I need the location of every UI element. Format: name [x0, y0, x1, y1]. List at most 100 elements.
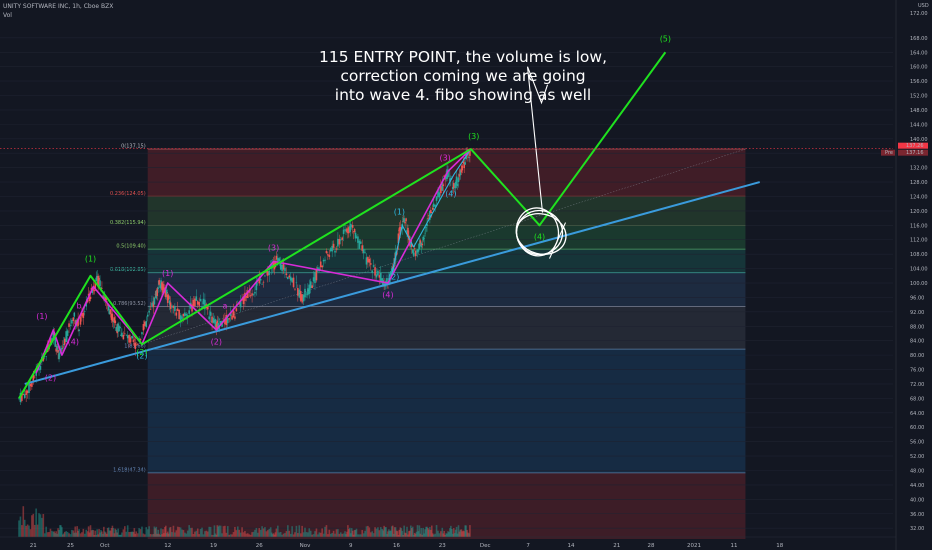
- volume-bar: [222, 526, 225, 537]
- volume-bar: [466, 530, 468, 537]
- volume-bar: [124, 526, 126, 537]
- volume-bar: [335, 529, 338, 537]
- wave-label: (4): [534, 233, 545, 242]
- candle-body: [319, 261, 322, 268]
- impulse-wave-line[interactable]: [18, 51, 667, 399]
- minor-wave-line[interactable]: [35, 285, 143, 374]
- candle-body: [102, 295, 104, 297]
- candle-body: [327, 254, 329, 256]
- candle-body: [212, 317, 215, 324]
- volume-bar: [52, 531, 55, 537]
- volume-bar: [295, 525, 298, 537]
- volume-bar: [42, 513, 45, 537]
- price-tick-label: 44.00: [910, 483, 924, 489]
- pre-price-tag[interactable]: [898, 149, 928, 156]
- volume-bar: [26, 524, 29, 537]
- volume-bar: [108, 530, 111, 537]
- candle-body: [131, 336, 134, 339]
- symbol-title[interactable]: UNITY SOFTWARE INC, 1h, Cboe BZX: [3, 3, 114, 10]
- volume-bars: [18, 506, 471, 537]
- candle-body: [69, 324, 72, 326]
- wave-4-circle-annotation: [515, 66, 567, 259]
- volume-bar: [275, 528, 278, 537]
- volume-bar: [359, 534, 362, 537]
- volume-bar: [332, 530, 335, 537]
- volume-bar: [136, 533, 139, 537]
- volume-bar: [92, 530, 95, 537]
- candle-body: [440, 186, 442, 194]
- candle-body: [245, 295, 248, 298]
- candle-body: [22, 394, 25, 395]
- last-price-tag[interactable]: [898, 142, 928, 149]
- minor-wave-line[interactable]: [141, 148, 472, 345]
- trend-line[interactable]: [24, 181, 761, 385]
- volume-bar: [449, 528, 451, 537]
- candle-body: [211, 316, 213, 323]
- candle-body: [198, 302, 200, 306]
- candle-body: [430, 211, 433, 213]
- volume-bar: [219, 525, 222, 537]
- candle-body: [255, 281, 258, 291]
- candle-body: [87, 293, 90, 296]
- volume-bar: [29, 529, 32, 537]
- candle-body: [106, 304, 109, 306]
- volume-bar: [28, 525, 30, 537]
- candle-body: [275, 255, 278, 260]
- volume-bar: [231, 534, 233, 537]
- volume-bar: [431, 533, 434, 537]
- volume-bar: [23, 519, 26, 537]
- candle-body: [110, 313, 113, 320]
- elliott-wave-lines[interactable]: [18, 51, 761, 399]
- channel-line[interactable]: [141, 148, 746, 345]
- annotation-text[interactable]: 115 ENTRY POINT, the volume is low, corr…: [319, 48, 607, 104]
- volume-bar: [465, 525, 467, 537]
- candle-body: [443, 175, 445, 177]
- time-tick-label: 25: [67, 543, 74, 549]
- volume-bar: [274, 532, 277, 537]
- candle-body: [59, 352, 61, 354]
- volume-bar: [215, 534, 218, 537]
- wave-label: (1): [162, 269, 173, 278]
- candle-body: [291, 278, 293, 283]
- candle-body: [231, 315, 233, 320]
- currency-label: USD: [918, 3, 929, 9]
- volume-bar: [33, 524, 36, 537]
- candle-body: [171, 305, 173, 308]
- volume-bar: [401, 530, 404, 537]
- fib-level-label: 0.618(102.85): [110, 267, 146, 273]
- volume-bar: [413, 532, 416, 537]
- candle-body: [133, 339, 136, 341]
- candle-body: [151, 302, 153, 307]
- fib-zone: [147, 272, 746, 307]
- sub-wave-line[interactable]: [390, 148, 472, 280]
- time-axis[interactable]: 21 25 Oct 12 19 26 Nov 9 16 23 Dec 7 14 21 28 2021 11 18: [0, 536, 896, 549]
- volume-bar: [383, 525, 385, 537]
- volume-bar: [51, 530, 53, 537]
- candle-body: [459, 170, 462, 176]
- candle-body: [348, 227, 350, 234]
- candle-body: [458, 174, 461, 177]
- candle-body: [321, 265, 323, 268]
- candle-body: [39, 365, 42, 370]
- volume-bar: [417, 531, 420, 537]
- candle-body: [160, 280, 162, 289]
- candle-body: [374, 267, 376, 276]
- candle-body: [165, 290, 167, 298]
- volume-bar: [305, 532, 308, 537]
- candle-body: [417, 249, 420, 252]
- volume-bar: [178, 527, 180, 537]
- volume-bar: [421, 534, 424, 537]
- price-tick-label: 104.00: [910, 267, 928, 273]
- volume-bar: [163, 533, 165, 537]
- fibonacci-retracement: 0(137.15) 0.236(124.05) 0.382(115.94) 0.5(1…: [110, 144, 746, 539]
- candle-body: [449, 178, 451, 182]
- wave-label: (3): [268, 244, 279, 253]
- volume-bar: [78, 529, 80, 537]
- volume-bar: [400, 528, 403, 537]
- candle-body: [305, 293, 308, 295]
- candle-body: [404, 222, 406, 223]
- volume-bar: [122, 529, 125, 537]
- volume-bar: [405, 533, 407, 537]
